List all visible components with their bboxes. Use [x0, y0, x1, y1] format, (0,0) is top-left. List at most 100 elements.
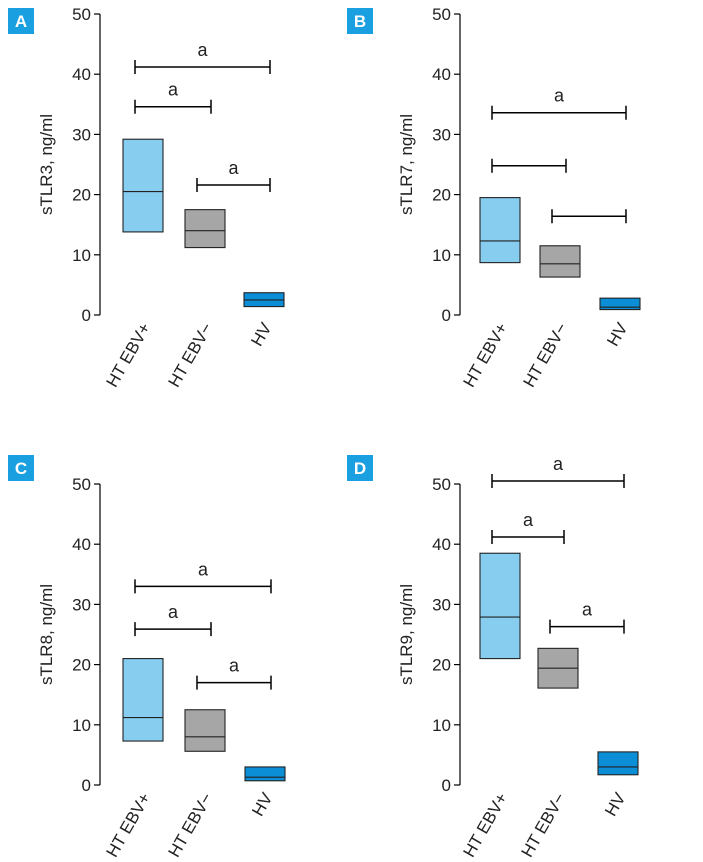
box-rect: [122, 138, 164, 233]
y-axis-title: sTLR8, ng/ml: [37, 584, 56, 685]
panel-badge-bg: [8, 8, 34, 34]
box-2: [243, 292, 285, 308]
box-1: [539, 245, 581, 278]
significance-label: a: [228, 158, 239, 178]
panel-badge-letter: C: [15, 459, 27, 478]
y-tick-label: 30: [432, 125, 451, 144]
significance-line: [196, 675, 272, 690]
panel-badge: B: [347, 8, 373, 34]
y-tick-label: 40: [432, 65, 451, 84]
y-tick-label: 50: [72, 5, 91, 24]
box-2: [244, 766, 286, 782]
significance-bracket: a: [196, 158, 271, 192]
panel-badge-letter: A: [15, 12, 27, 31]
significance-line: [134, 579, 272, 594]
significance-label: a: [523, 510, 534, 530]
y-tick-label: 20: [72, 186, 91, 205]
box-rect: [244, 766, 286, 782]
panel-b: B 0 10 20 30 40 50 sTLR7, ng/ml HT EBV+ HT EBV− HV…: [347, 5, 641, 391]
significance-label: a: [198, 559, 209, 579]
y-tick-label: 40: [72, 535, 91, 554]
panel-badge: D: [347, 455, 373, 481]
y-tick-label: 20: [72, 656, 91, 675]
x-category-label: HT EBV−: [164, 319, 216, 390]
panel-badge-letter: D: [354, 459, 366, 478]
significance-line: [549, 619, 625, 634]
significance-line: [491, 473, 625, 488]
significance-label: a: [168, 80, 179, 100]
significance-line: [134, 59, 271, 74]
y-axis-title: sTLR7, ng/ml: [397, 114, 416, 215]
panel-badge: A: [8, 8, 34, 34]
significance-label: a: [197, 40, 208, 60]
y-axis-title: sTLR3, ng/ml: [37, 114, 56, 215]
y-tick-label: 20: [432, 186, 451, 205]
x-category-label: HT EBV+: [102, 789, 154, 860]
y-tick-label: 40: [72, 65, 91, 84]
y-tick-label: 10: [72, 246, 91, 265]
panel-badge-letter: B: [354, 12, 366, 31]
y-tick-label: 0: [442, 306, 451, 325]
panel-c: C 0 10 20 30 40 50 sTLR8, ng/ml HT EBV+ HT EBV− HV…: [8, 455, 286, 861]
y-tick-label: 20: [432, 656, 451, 675]
x-category-label: HT EBV−: [517, 789, 569, 860]
panel-badge-bg: [347, 455, 373, 481]
y-tick-label: 10: [432, 716, 451, 735]
box-rect: [184, 709, 226, 752]
y-tick-label: 50: [432, 475, 451, 494]
x-category-label: HV: [603, 319, 632, 350]
box-1: [184, 709, 226, 752]
box-2: [597, 751, 639, 776]
y-tick-label: 10: [432, 246, 451, 265]
x-category-label: HT EBV+: [102, 319, 154, 390]
significance-bracket: a: [134, 559, 272, 594]
x-category-label: HV: [248, 789, 277, 820]
significance-label: a: [553, 454, 564, 474]
box-0: [122, 658, 164, 742]
significance-bracket: [551, 209, 627, 224]
y-tick-label: 0: [442, 776, 451, 795]
y-tick-label: 50: [432, 5, 451, 24]
significance-bracket: a: [134, 80, 212, 114]
significance-bracket: a: [134, 40, 271, 74]
y-tick-label: 0: [82, 306, 91, 325]
significance-bracket: a: [134, 602, 212, 637]
x-category-label: HV: [601, 789, 630, 820]
x-category-label: HT EBV−: [519, 319, 571, 390]
x-category-label: HT EBV+: [459, 319, 511, 390]
y-tick-label: 40: [432, 535, 451, 554]
significance-line: [491, 529, 565, 544]
significance-line: [196, 177, 271, 192]
y-tick-label: 0: [82, 776, 91, 795]
significance-line: [134, 622, 212, 637]
y-tick-label: 30: [72, 595, 91, 614]
significance-bracket: [491, 158, 567, 173]
y-tick-label: 50: [72, 475, 91, 494]
significance-line: [491, 105, 627, 120]
significance-label: a: [229, 656, 240, 676]
y-tick-label: 30: [72, 125, 91, 144]
box-rect: [122, 658, 164, 742]
box-rect: [479, 552, 521, 660]
significance-line: [134, 99, 212, 114]
box-2: [599, 297, 641, 311]
box-rect: [184, 209, 226, 249]
panel-a: A 0 10 20 30 40 50 sTLR3, ng/ml HT EBV+ HT EBV− HV…: [8, 5, 285, 391]
significance-bracket: a: [491, 86, 627, 120]
significance-line: [551, 209, 627, 224]
x-category-label: HV: [247, 319, 276, 350]
y-tick-label: 30: [432, 595, 451, 614]
box-0: [122, 138, 164, 233]
box-0: [479, 197, 521, 264]
box-rect: [597, 751, 639, 776]
significance-bracket: a: [549, 600, 625, 634]
significance-label: a: [554, 86, 565, 106]
box-1: [537, 647, 579, 689]
significance-bracket: a: [196, 656, 272, 690]
box-rect: [479, 197, 521, 264]
significance-bracket: a: [491, 510, 565, 544]
significance-label: a: [168, 602, 179, 622]
panel-d: D 0 10 20 30 40 50 sTLR9, ng/ml HT EBV+ HT EBV− HV…: [347, 454, 639, 861]
significance-line: [491, 158, 567, 173]
